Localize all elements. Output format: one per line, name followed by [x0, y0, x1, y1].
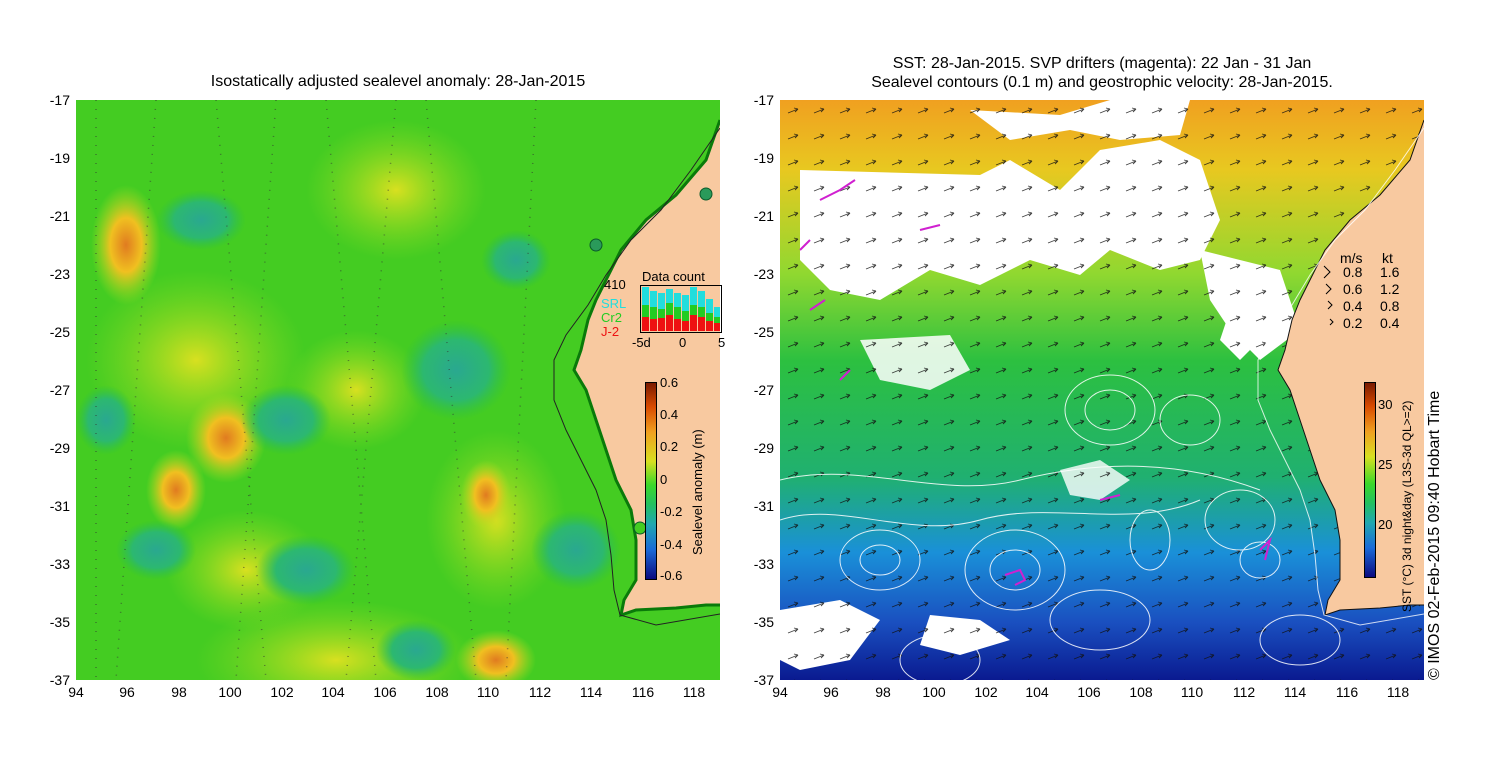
y-tick-label: -29	[753, 440, 774, 456]
legend-arrows	[1323, 265, 1334, 326]
legend-row-ms: 0.2	[1343, 315, 1363, 331]
legend-row-ms: 0.4	[1343, 298, 1363, 314]
x-tick-label: 118	[682, 684, 706, 700]
legend-header-ms: m/s	[1340, 250, 1363, 266]
y-tick-label: -37	[49, 672, 70, 688]
x-tick-label: 102	[974, 684, 998, 700]
x-tick-label: 116	[1335, 684, 1359, 700]
colorbar-gradient	[1364, 382, 1376, 578]
sst-map[interactable]	[780, 100, 1424, 680]
x-tick-label: 94	[68, 684, 84, 700]
x-tick-label: 108	[425, 684, 449, 700]
colorbar-tick: 25	[1378, 457, 1393, 472]
sealevel-anomaly-map[interactable]	[76, 100, 720, 680]
colorbar-tick: 0.4	[660, 407, 679, 422]
y-tick-label: -25	[753, 324, 774, 340]
colorbar-tick: -0.2	[660, 504, 683, 519]
right-map-title-line2: Sealevel contours (0.1 m) and geostrophi…	[871, 74, 1333, 91]
legend-row-ms: 0.8	[1343, 264, 1363, 280]
x-tick-label: 96	[119, 684, 135, 700]
colorbar-gradient	[645, 382, 657, 580]
colorbar-tick: -0.6	[660, 568, 683, 583]
y-tick-label: -35	[49, 614, 70, 630]
x-tick-label: 96	[823, 684, 839, 700]
inset-x-tick: 0	[679, 335, 687, 350]
x-tick-label: 114	[1283, 684, 1307, 700]
colorbar-tick: 0.2	[660, 439, 679, 454]
y-tick-label: -23	[49, 266, 70, 282]
colorbar-tick: 20	[1378, 517, 1393, 532]
y-tick-label: -21	[753, 208, 774, 224]
x-tick-label: 104	[321, 684, 345, 700]
legend-header-kt: kt	[1382, 250, 1393, 266]
y-tick-label: -35	[753, 614, 774, 630]
y-tick-label: -29	[49, 440, 70, 456]
tide-gauge-marker	[699, 187, 713, 201]
legend-row-ms: 0.6	[1343, 281, 1363, 297]
y-tick-label: -33	[49, 556, 70, 572]
histogram-bars	[642, 287, 720, 331]
y-tick-label: -27	[753, 382, 774, 398]
x-tick-label: 112	[1232, 684, 1256, 700]
source-cr2: Cr2	[601, 310, 622, 325]
colorbar-label: Sealevel anomaly (m)	[690, 429, 705, 555]
x-tick-label: 108	[1129, 684, 1153, 700]
source-srl: SRL	[601, 296, 627, 311]
y-tick-label: -21	[49, 208, 70, 224]
x-tick-label: 116	[631, 684, 655, 700]
x-tick-label: 110	[1180, 684, 1204, 700]
inset-x-tick: -5d	[632, 335, 651, 350]
y-tick-label: -33	[753, 556, 774, 572]
legend-row-kt: 0.4	[1380, 315, 1400, 331]
data-count-title: Data count	[642, 269, 705, 284]
y-tick-label: -31	[753, 498, 774, 514]
legend-row-kt: 1.2	[1380, 281, 1400, 297]
colorbar-tick: -0.4	[660, 537, 683, 552]
tide-gauge-marker	[589, 238, 603, 252]
x-tick-label: 102	[270, 684, 294, 700]
x-tick-label: 106	[1077, 684, 1101, 700]
x-tick-label: 100	[922, 684, 946, 700]
x-tick-label: 100	[218, 684, 242, 700]
x-tick-label: 114	[579, 684, 603, 700]
colorbar-tick: 0	[660, 472, 668, 487]
colorbar-tick: 0.6	[660, 375, 679, 390]
x-tick-label: 94	[772, 684, 788, 700]
australia-land	[1278, 120, 1424, 615]
colorbar-tick: 30	[1378, 397, 1393, 412]
x-tick-label: 104	[1025, 684, 1049, 700]
y-tick-label: -17	[753, 92, 774, 108]
data-count-histogram	[640, 285, 722, 333]
x-tick-label: 98	[171, 684, 187, 700]
sealevel-contours	[780, 374, 1341, 680]
data-count-max: 410	[604, 277, 626, 292]
y-tick-label: -19	[49, 150, 70, 166]
imos-credit: © IMOS 02-Feb-2015 09:40 Hobart Time	[1426, 390, 1443, 680]
svp-drifter-tracks	[799, 179, 1272, 586]
colorbar-label: SST (°C) 3d night&day (L3S-3d QL>=2)	[1400, 400, 1414, 612]
y-tick-label: -27	[49, 382, 70, 398]
y-tick-label: -37	[753, 672, 774, 688]
source-j2: J-2	[601, 324, 620, 339]
legend-row-kt: 1.6	[1380, 264, 1400, 280]
x-tick-label: 106	[373, 684, 397, 700]
y-tick-label: -25	[49, 324, 70, 340]
y-tick-label: -17	[49, 92, 70, 108]
x-tick-label: 110	[476, 684, 500, 700]
y-tick-label: -19	[753, 150, 774, 166]
left-map-title: Isostatically adjusted sealevel anomaly:…	[210, 73, 586, 90]
australia-land	[574, 120, 720, 615]
inset-x-tick: 5	[718, 335, 726, 350]
right-map-title-line1: SST: 28-Jan-2015. SVP drifters (magenta)…	[892, 55, 1312, 72]
y-tick-label: -23	[753, 266, 774, 282]
x-tick-label: 98	[875, 684, 891, 700]
legend-row-kt: 0.8	[1380, 298, 1400, 314]
x-tick-label: 118	[1386, 684, 1410, 700]
x-tick-label: 112	[528, 684, 552, 700]
y-tick-label: -31	[49, 498, 70, 514]
